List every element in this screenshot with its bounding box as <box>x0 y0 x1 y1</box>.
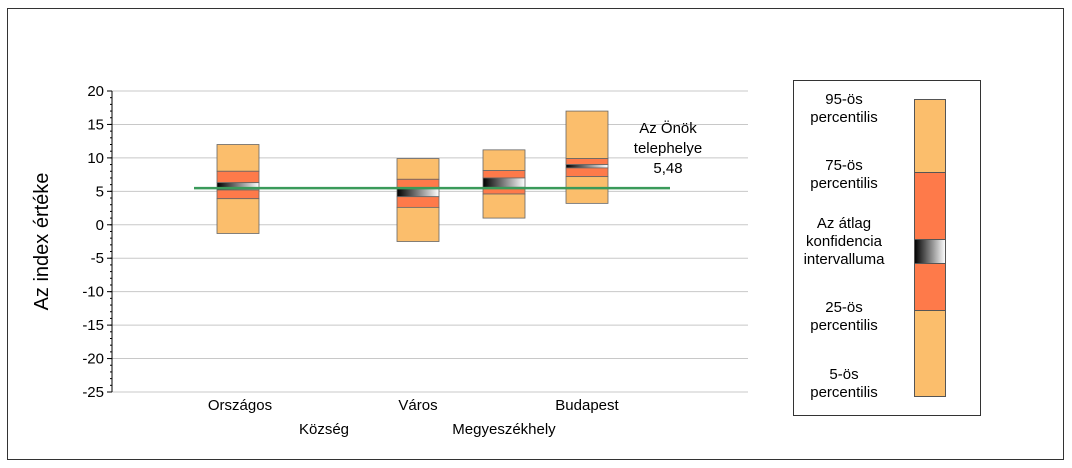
box-plot: -25 -20 -15 -10 -5 0 5 10 15 20 Az index értéke Ors… <box>31 83 748 438</box>
legend: 95-ös percentilis 75-ös percentilis Az átl… <box>793 80 981 416</box>
x-category-label: Megyeszékhely <box>452 421 556 438</box>
y-tick-label: 15 <box>87 116 104 133</box>
box-lower-quartile <box>565 167 609 178</box>
y-tick-label: 20 <box>87 83 104 100</box>
x-category-label: Budapest <box>555 397 619 414</box>
box-lower-whisker <box>396 206 440 242</box>
box-upper-whisker <box>565 110 609 159</box>
box-confidence-interval <box>482 177 526 188</box>
legend-swatch-bar <box>914 99 946 397</box>
box-upper-whisker <box>396 158 440 180</box>
y-tick-label: -10 <box>82 284 104 301</box>
reference-label: telephelye <box>634 140 702 157</box>
box-upper-quartile <box>482 170 526 179</box>
legend-label-ci: Az átlag konfidencia intervalluma <box>803 215 885 268</box>
box-upper-whisker <box>216 144 260 172</box>
x-category-label: Község <box>299 421 349 438</box>
legend-label-p95: 95-ös percentilis <box>810 91 878 126</box>
y-axis-label: Az index értéke <box>31 173 53 311</box>
box-lower-quartile <box>396 196 440 208</box>
y-tick-label: -25 <box>82 384 104 401</box>
box-lower-whisker <box>216 198 260 234</box>
y-tick-label: -20 <box>82 351 104 368</box>
box-upper-quartile <box>565 158 609 165</box>
box-upper-whisker <box>482 149 526 171</box>
box-lower-whisker <box>482 193 526 219</box>
x-category-label: Város <box>398 397 437 414</box>
y-tick-label: -5 <box>91 250 104 267</box>
y-tick-label: -15 <box>82 317 104 334</box>
box-confidence-interval <box>565 164 609 169</box>
legend-label-p5: 5-ös percentilis <box>810 366 878 401</box>
y-tick-label: 10 <box>87 150 104 167</box>
y-tick-label: 5 <box>96 183 104 200</box>
chart-frame: -25 -20 -15 -10 -5 0 5 10 15 20 Az index értéke Ors… <box>7 8 1064 460</box>
legend-label-p25: 25-ös percentilis <box>810 299 878 334</box>
reference-label: Az Önök <box>639 119 697 137</box>
reference-value: 5,48 <box>653 160 682 177</box>
box-upper-quartile <box>216 170 260 184</box>
box-lower-whisker <box>565 176 609 204</box>
box-lower-quartile <box>216 189 260 200</box>
legend-label-p75: 75-ös percentilis <box>810 157 878 192</box>
y-tick-label: 0 <box>96 217 104 234</box>
x-category-label: Országos <box>208 397 272 414</box>
box-confidence-interval <box>396 188 440 198</box>
